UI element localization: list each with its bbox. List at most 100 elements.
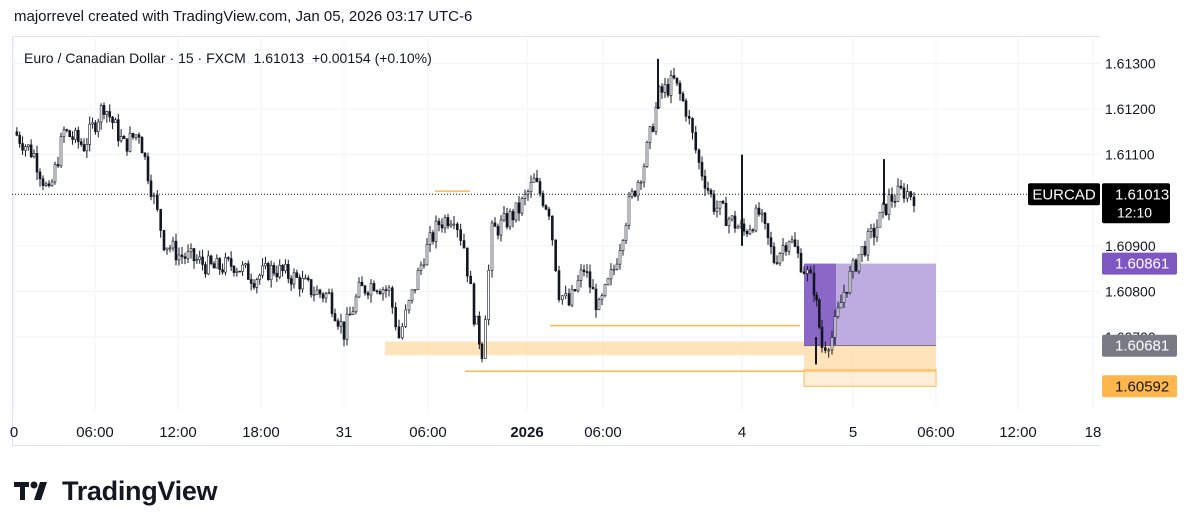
- time-tick-label: 18: [1085, 424, 1102, 441]
- candle-body: [284, 264, 287, 272]
- candle-body: [304, 277, 307, 280]
- candle-body: [15, 131, 19, 136]
- candle-body: [830, 337, 834, 351]
- candle-body: [666, 84, 670, 96]
- candle-body: [146, 156, 150, 182]
- candle-body: [348, 313, 352, 316]
- symbol-label-text: EURCAD: [1032, 186, 1096, 203]
- candle-body: [407, 300, 411, 311]
- candle-body: [24, 146, 27, 151]
- price-marker-box: [1102, 334, 1177, 357]
- candle-body: [189, 248, 193, 253]
- candle-body: [152, 194, 156, 197]
- candle-body: [472, 283, 476, 325]
- candle-body: [59, 136, 63, 167]
- candle-body: [912, 196, 916, 206]
- candle-body: [378, 291, 382, 295]
- candle-body: [419, 264, 423, 271]
- candle-body: [502, 213, 506, 221]
- candle-body: [793, 239, 797, 247]
- candle-body: [609, 269, 613, 280]
- candle-body: [108, 111, 112, 118]
- price-axis: 1.613001.612001.611001.609001.608001.607…: [1105, 55, 1156, 345]
- candle-body: [487, 270, 490, 320]
- price-marker-box: [1102, 375, 1177, 398]
- candle-body: [369, 283, 373, 296]
- candle-body: [842, 291, 846, 303]
- candle-body: [321, 293, 325, 299]
- candle-body: [827, 349, 830, 352]
- candle-body: [143, 152, 147, 157]
- candle-body: [443, 217, 447, 229]
- candle-body: [26, 144, 30, 147]
- candle-body: [363, 285, 367, 294]
- candle-body: [434, 220, 438, 242]
- candle-body: [71, 136, 74, 140]
- candle-body: [869, 228, 873, 232]
- candle-body: [585, 271, 589, 273]
- candle-body: [851, 259, 855, 272]
- candle-body: [678, 82, 682, 94]
- candle-body: [663, 84, 667, 93]
- candle-body: [893, 201, 897, 203]
- candle-body: [878, 211, 882, 228]
- candle-body: [541, 193, 545, 206]
- candle-body: [508, 211, 512, 228]
- candle-body: [456, 223, 459, 230]
- candle-body: [612, 268, 616, 271]
- candle-body: [766, 223, 770, 238]
- candle-body: [41, 178, 45, 186]
- candle-body: [131, 132, 135, 138]
- price-marker-label: 1.60861: [1115, 256, 1169, 273]
- candle-body: [102, 105, 106, 115]
- candle-body: [111, 116, 114, 123]
- candle-body: [289, 278, 293, 285]
- candle-body: [134, 134, 138, 138]
- candle-body: [881, 203, 885, 213]
- candle-body: [597, 299, 601, 311]
- candle-body: [648, 126, 652, 143]
- candle-body: [618, 250, 622, 265]
- candle-body: [381, 289, 385, 295]
- candle-body: [561, 295, 564, 301]
- price-marker-label: 1.60681: [1115, 338, 1169, 355]
- candle-body: [29, 144, 33, 158]
- candle-body: [32, 153, 36, 158]
- tradingview-logo-text: TradingView: [62, 475, 218, 506]
- candle-body: [264, 263, 267, 267]
- candle-body: [171, 240, 175, 249]
- candle-body: [137, 134, 141, 138]
- time-tick-label: 5: [849, 424, 857, 441]
- candle-body: [394, 307, 397, 328]
- time-tick-label: 06:00: [917, 424, 955, 441]
- candle-body: [579, 269, 583, 281]
- candle-body: [520, 198, 524, 214]
- price-tick-label: 1.61300: [1105, 55, 1156, 71]
- candle-body: [266, 263, 270, 281]
- candle-body: [715, 207, 719, 212]
- candle-body: [570, 289, 574, 306]
- candle-body: [44, 183, 48, 186]
- candle-body: [249, 279, 253, 284]
- candle-body: [235, 270, 239, 273]
- candle-body: [292, 272, 296, 285]
- candle-body: [594, 288, 598, 311]
- candle-body: [324, 293, 328, 299]
- time-tick-label: 06:00: [409, 424, 447, 441]
- candle-body: [252, 283, 256, 288]
- candle-body: [198, 256, 202, 260]
- candle-body: [246, 263, 250, 280]
- candle-body: [523, 193, 527, 199]
- candle-body: [480, 343, 484, 359]
- candle-body: [62, 129, 66, 137]
- candle-body: [691, 118, 694, 133]
- candle-body: [781, 245, 785, 254]
- candle-body: [35, 153, 39, 173]
- price-marker-label: 1.60592: [1115, 378, 1169, 395]
- candle-body: [784, 245, 788, 252]
- candle-body: [88, 123, 92, 145]
- candle-body: [763, 212, 767, 224]
- candle-body: [410, 289, 414, 301]
- candle-body: [694, 132, 698, 151]
